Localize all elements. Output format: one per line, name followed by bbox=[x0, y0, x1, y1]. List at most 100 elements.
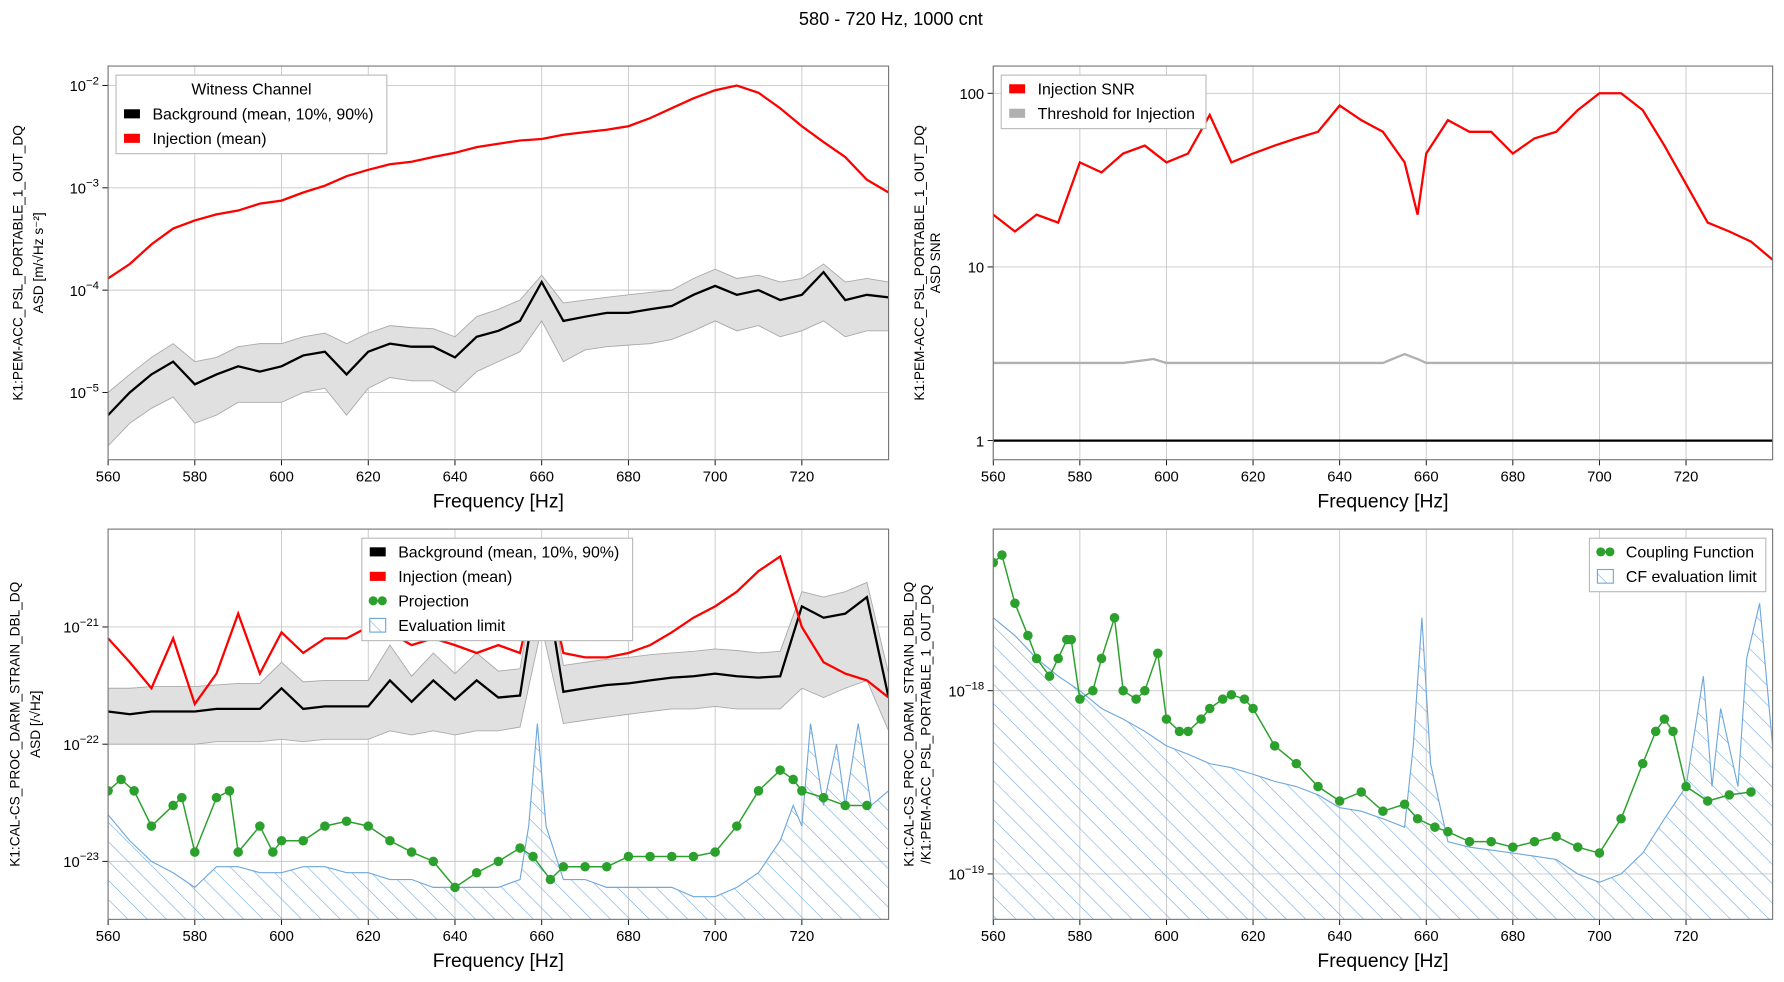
legend-label: Background (mean, 10%, 90%) bbox=[152, 107, 373, 124]
series-background-10-90- bbox=[108, 263, 889, 447]
data-point bbox=[298, 835, 308, 846]
x-axis-label: Frequency [Hz] bbox=[433, 490, 564, 512]
data-point bbox=[233, 847, 243, 857]
x-tick-label: 620 bbox=[356, 929, 381, 945]
data-point bbox=[601, 861, 612, 872]
legend: Injection SNR Threshold for Injection bbox=[1000, 74, 1207, 130]
data-point bbox=[732, 821, 742, 831]
data-point bbox=[1378, 806, 1388, 816]
y-tick-base: 10 bbox=[70, 182, 86, 198]
data-point bbox=[1443, 826, 1453, 837]
data-point bbox=[108, 786, 113, 796]
legend-swatch-dot bbox=[1596, 547, 1606, 557]
plot-area bbox=[993, 92, 1773, 442]
data-point bbox=[450, 882, 460, 893]
x-tick-label: 620 bbox=[356, 469, 381, 485]
data-point bbox=[1131, 694, 1141, 704]
data-point bbox=[797, 786, 807, 796]
y-tick-label: 10−22 bbox=[63, 734, 99, 754]
legend-swatch-hatch bbox=[1596, 568, 1614, 584]
data-point bbox=[129, 786, 139, 796]
x-tick-label: 600 bbox=[269, 469, 294, 485]
x-tick-label: 700 bbox=[1587, 469, 1612, 485]
y-tick-exponent: −19 bbox=[965, 864, 984, 876]
x-tick-label: 680 bbox=[616, 929, 641, 945]
data-point bbox=[1031, 653, 1042, 664]
x-tick-label: 600 bbox=[1154, 469, 1179, 485]
axes-frame bbox=[107, 528, 890, 920]
y-tick-exponent: −23 bbox=[80, 851, 99, 863]
series-cf-evaluation-limit-area bbox=[993, 603, 1773, 920]
data-point bbox=[255, 821, 265, 831]
plot-area bbox=[108, 544, 889, 920]
data-point bbox=[753, 786, 764, 796]
series-coupling-function bbox=[993, 553, 1752, 854]
y-tick-label: 10−18 bbox=[948, 681, 984, 701]
data-point bbox=[993, 557, 999, 568]
data-point bbox=[1096, 653, 1107, 664]
data-point bbox=[276, 835, 287, 846]
series-cf-evaluation-limit-line bbox=[993, 603, 1773, 883]
x-tick-label: 720 bbox=[1674, 469, 1699, 485]
data-point bbox=[1023, 630, 1033, 641]
x-tick-label: 560 bbox=[981, 929, 1006, 945]
series-injection-mean- bbox=[108, 84, 889, 280]
data-point bbox=[710, 847, 720, 857]
y-tick-exponent: −18 bbox=[965, 681, 984, 693]
data-point bbox=[1196, 714, 1206, 724]
series-evaluation-limit-area bbox=[108, 723, 889, 920]
x-axis-label: Frequency [Hz] bbox=[433, 950, 564, 972]
legend-label: CF evaluation limit bbox=[1626, 569, 1757, 586]
y-tick-exponent: −4 bbox=[86, 280, 99, 292]
legend-label: Injection (mean) bbox=[152, 131, 266, 148]
y-tick-base: 10 bbox=[63, 855, 79, 871]
data-point bbox=[1650, 726, 1661, 737]
x-tick-label: 720 bbox=[790, 469, 815, 485]
x-tick-label: 660 bbox=[529, 929, 554, 945]
data-point bbox=[116, 774, 126, 785]
y-axis-label: K1:PEM-ACC_PSL_PORTABLE_1_OUT_DQ bbox=[912, 125, 927, 400]
y-tick-base: 10 bbox=[70, 284, 86, 300]
y-tick-base: 1 bbox=[976, 434, 984, 450]
legend-label: Background (mean, 10%, 90%) bbox=[398, 545, 619, 562]
data-point bbox=[1239, 694, 1250, 704]
legend-title: Witness Channel bbox=[191, 81, 311, 98]
data-point bbox=[558, 861, 569, 872]
x-tick-label: 600 bbox=[1154, 929, 1179, 945]
legend-swatch-dot bbox=[1605, 547, 1615, 557]
x-tick-label: 620 bbox=[1241, 929, 1266, 945]
data-point bbox=[1334, 796, 1345, 806]
y-axis-label: /K1:PEM-ACC_PSL_PORTABLE_1_OUT_DQ bbox=[919, 585, 934, 864]
data-point bbox=[1088, 685, 1098, 696]
x-tick-label: 640 bbox=[443, 929, 468, 945]
legend-swatch bbox=[369, 571, 386, 581]
y-tick-exponent: −22 bbox=[80, 734, 99, 746]
data-point bbox=[1616, 813, 1626, 824]
data-point bbox=[493, 856, 504, 867]
y-tick-base: 10 bbox=[70, 79, 86, 95]
y-tick-base: 10 bbox=[63, 621, 79, 637]
legend: Coupling Function CF evaluation limit bbox=[1588, 537, 1767, 593]
y-tick-exponent: −5 bbox=[86, 382, 99, 394]
data-point bbox=[224, 786, 235, 796]
series-injection-mean- bbox=[108, 554, 889, 707]
y-axis-label: K1:CAL-CS_PROC_DARM_STRAIN_DBL_DQ bbox=[902, 582, 917, 867]
x-tick-label: 700 bbox=[703, 469, 728, 485]
y-tick-label: 10−2 bbox=[70, 75, 99, 95]
data-point bbox=[1594, 848, 1605, 858]
data-point bbox=[1226, 690, 1237, 700]
data-point bbox=[1153, 648, 1163, 659]
data-point bbox=[997, 550, 1007, 560]
data-point bbox=[1269, 741, 1280, 751]
x-tick-label: 640 bbox=[1327, 929, 1352, 945]
x-tick-label: 680 bbox=[1500, 469, 1525, 485]
data-point bbox=[1551, 831, 1561, 842]
y-axis-label: K1:CAL-CS_PROC_DARM_STRAIN_DBL_DQ bbox=[7, 582, 22, 867]
x-tick-label: 700 bbox=[703, 929, 728, 945]
series-projection bbox=[108, 769, 867, 889]
data-point bbox=[1010, 598, 1020, 609]
y-tick-label: 10−5 bbox=[70, 382, 99, 402]
data-point bbox=[1161, 714, 1172, 724]
x-tick-label: 660 bbox=[529, 469, 554, 485]
legend-swatch bbox=[124, 109, 140, 119]
